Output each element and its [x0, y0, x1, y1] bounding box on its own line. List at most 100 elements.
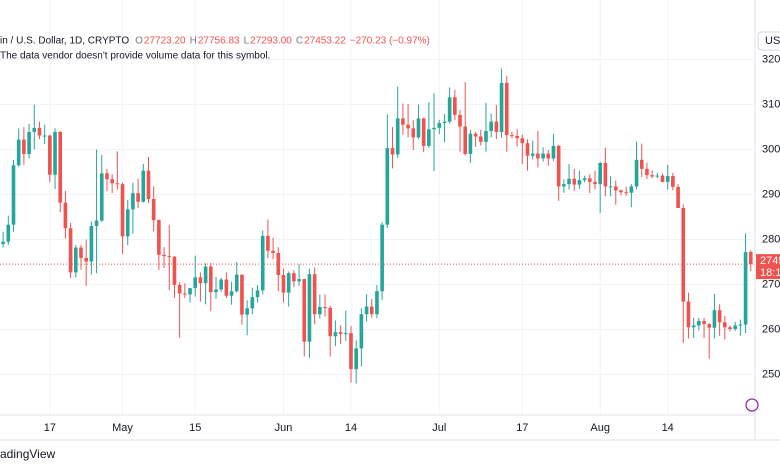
- candle-body: [224, 279, 229, 296]
- candle-body: [146, 170, 151, 199]
- candle-body: [697, 320, 701, 326]
- currency-button[interactable]: [757, 31, 780, 51]
- currency[interactable]: USD: [765, 35, 780, 47]
- y-tick-label: 31000: [762, 98, 780, 110]
- candle-body: [240, 274, 244, 315]
- x-tick-label: 17: [516, 422, 528, 434]
- candle-body: [105, 173, 109, 180]
- candle-body: [115, 183, 120, 185]
- candle-body: [494, 121, 499, 132]
- x-tick-label: 17: [44, 422, 56, 434]
- candle-body: [634, 159, 639, 187]
- candle-body: [619, 190, 623, 193]
- candle-body: [546, 153, 551, 159]
- candle-body: [504, 82, 509, 136]
- candle-body: [562, 184, 566, 187]
- legend-key: L: [244, 36, 250, 47]
- candle-body: [650, 175, 654, 177]
- candle-body: [255, 290, 260, 298]
- candle-body: [364, 306, 369, 315]
- candle-body: [624, 192, 628, 194]
- candle-body: [110, 179, 114, 184]
- candle-body: [193, 277, 198, 289]
- candle-body: [510, 135, 514, 137]
- candle-body: [338, 332, 343, 334]
- candle-body: [141, 170, 146, 202]
- candle-body: [162, 254, 166, 257]
- candle-body: [447, 97, 452, 122]
- y-tick-label: 28000: [762, 233, 780, 245]
- candle-body: [453, 97, 457, 115]
- candle-body: [671, 176, 675, 187]
- candle-body: [266, 235, 270, 251]
- candle-body: [219, 279, 223, 290]
- candle-body: [328, 307, 333, 337]
- plot-area: [0, 0, 755, 415]
- candle-body: [302, 279, 307, 342]
- candle-body: [276, 253, 281, 276]
- candle-body: [271, 250, 275, 253]
- candle-body: [733, 325, 738, 330]
- candle-body: [416, 118, 421, 138]
- candle-body: [551, 145, 556, 159]
- candle-body: [489, 121, 493, 132]
- candle-body: [515, 136, 519, 139]
- volume-notice: The data vendor doesn't provide volume d…: [0, 51, 270, 62]
- candle-body: [385, 148, 390, 225]
- candle-body: [484, 131, 488, 142]
- candle-body: [458, 114, 462, 127]
- candle-body: [42, 135, 47, 137]
- candle-body: [541, 153, 545, 159]
- candle-body: [380, 224, 384, 292]
- candle-body: [499, 82, 504, 132]
- event-icon[interactable]: [745, 398, 759, 412]
- candle-body: [691, 325, 696, 328]
- candle-body: [198, 277, 203, 284]
- candle-body: [292, 273, 296, 282]
- candle-body: [177, 284, 182, 294]
- last-price-label: 27453.22: [760, 255, 780, 267]
- candle-body: [655, 175, 660, 177]
- x-tick-label: 14: [345, 422, 357, 434]
- y-tick-label: 25000: [762, 368, 780, 380]
- candle-body: [333, 332, 338, 337]
- candle-body: [603, 163, 608, 187]
- candle-body: [676, 186, 680, 208]
- x-tick-label: Jun: [275, 422, 293, 434]
- candle-body: [125, 209, 130, 237]
- y-tick-label: 30000: [762, 143, 780, 155]
- candle-body: [395, 118, 400, 155]
- candle-body: [390, 148, 395, 155]
- candle-body: [427, 129, 431, 146]
- candle-body: [665, 176, 670, 182]
- legend-key: O: [135, 36, 143, 47]
- candle-body: [349, 333, 353, 370]
- candle-body: [63, 202, 68, 229]
- candle-body: [748, 251, 753, 265]
- candle-body: [84, 257, 89, 262]
- candle-body: [598, 163, 603, 185]
- candle-body: [712, 310, 717, 328]
- candle-body: [468, 133, 473, 154]
- brand[interactable]: adingView: [0, 447, 55, 461]
- candle-body: [463, 126, 468, 154]
- candle-body: [437, 122, 442, 128]
- candle-body: [120, 184, 125, 237]
- candle-body: [172, 256, 177, 285]
- candle-body: [722, 322, 727, 328]
- symbol-title: in / U.S. Dollar, 1D, CRYPTO: [0, 36, 129, 47]
- candle-body: [608, 186, 613, 188]
- candle-body: [613, 186, 618, 191]
- candle-body: [183, 293, 187, 295]
- candle-body: [37, 127, 42, 136]
- candle-body: [432, 127, 436, 130]
- candle-body: [1, 241, 5, 244]
- candle-body: [136, 193, 140, 202]
- candle-body: [530, 153, 535, 156]
- candle-body: [89, 226, 94, 262]
- candle-body: [48, 135, 52, 175]
- candle-body: [645, 168, 649, 176]
- candle-body: [473, 133, 478, 137]
- candle-body: [406, 124, 410, 129]
- x-tick-label: 15: [189, 422, 201, 434]
